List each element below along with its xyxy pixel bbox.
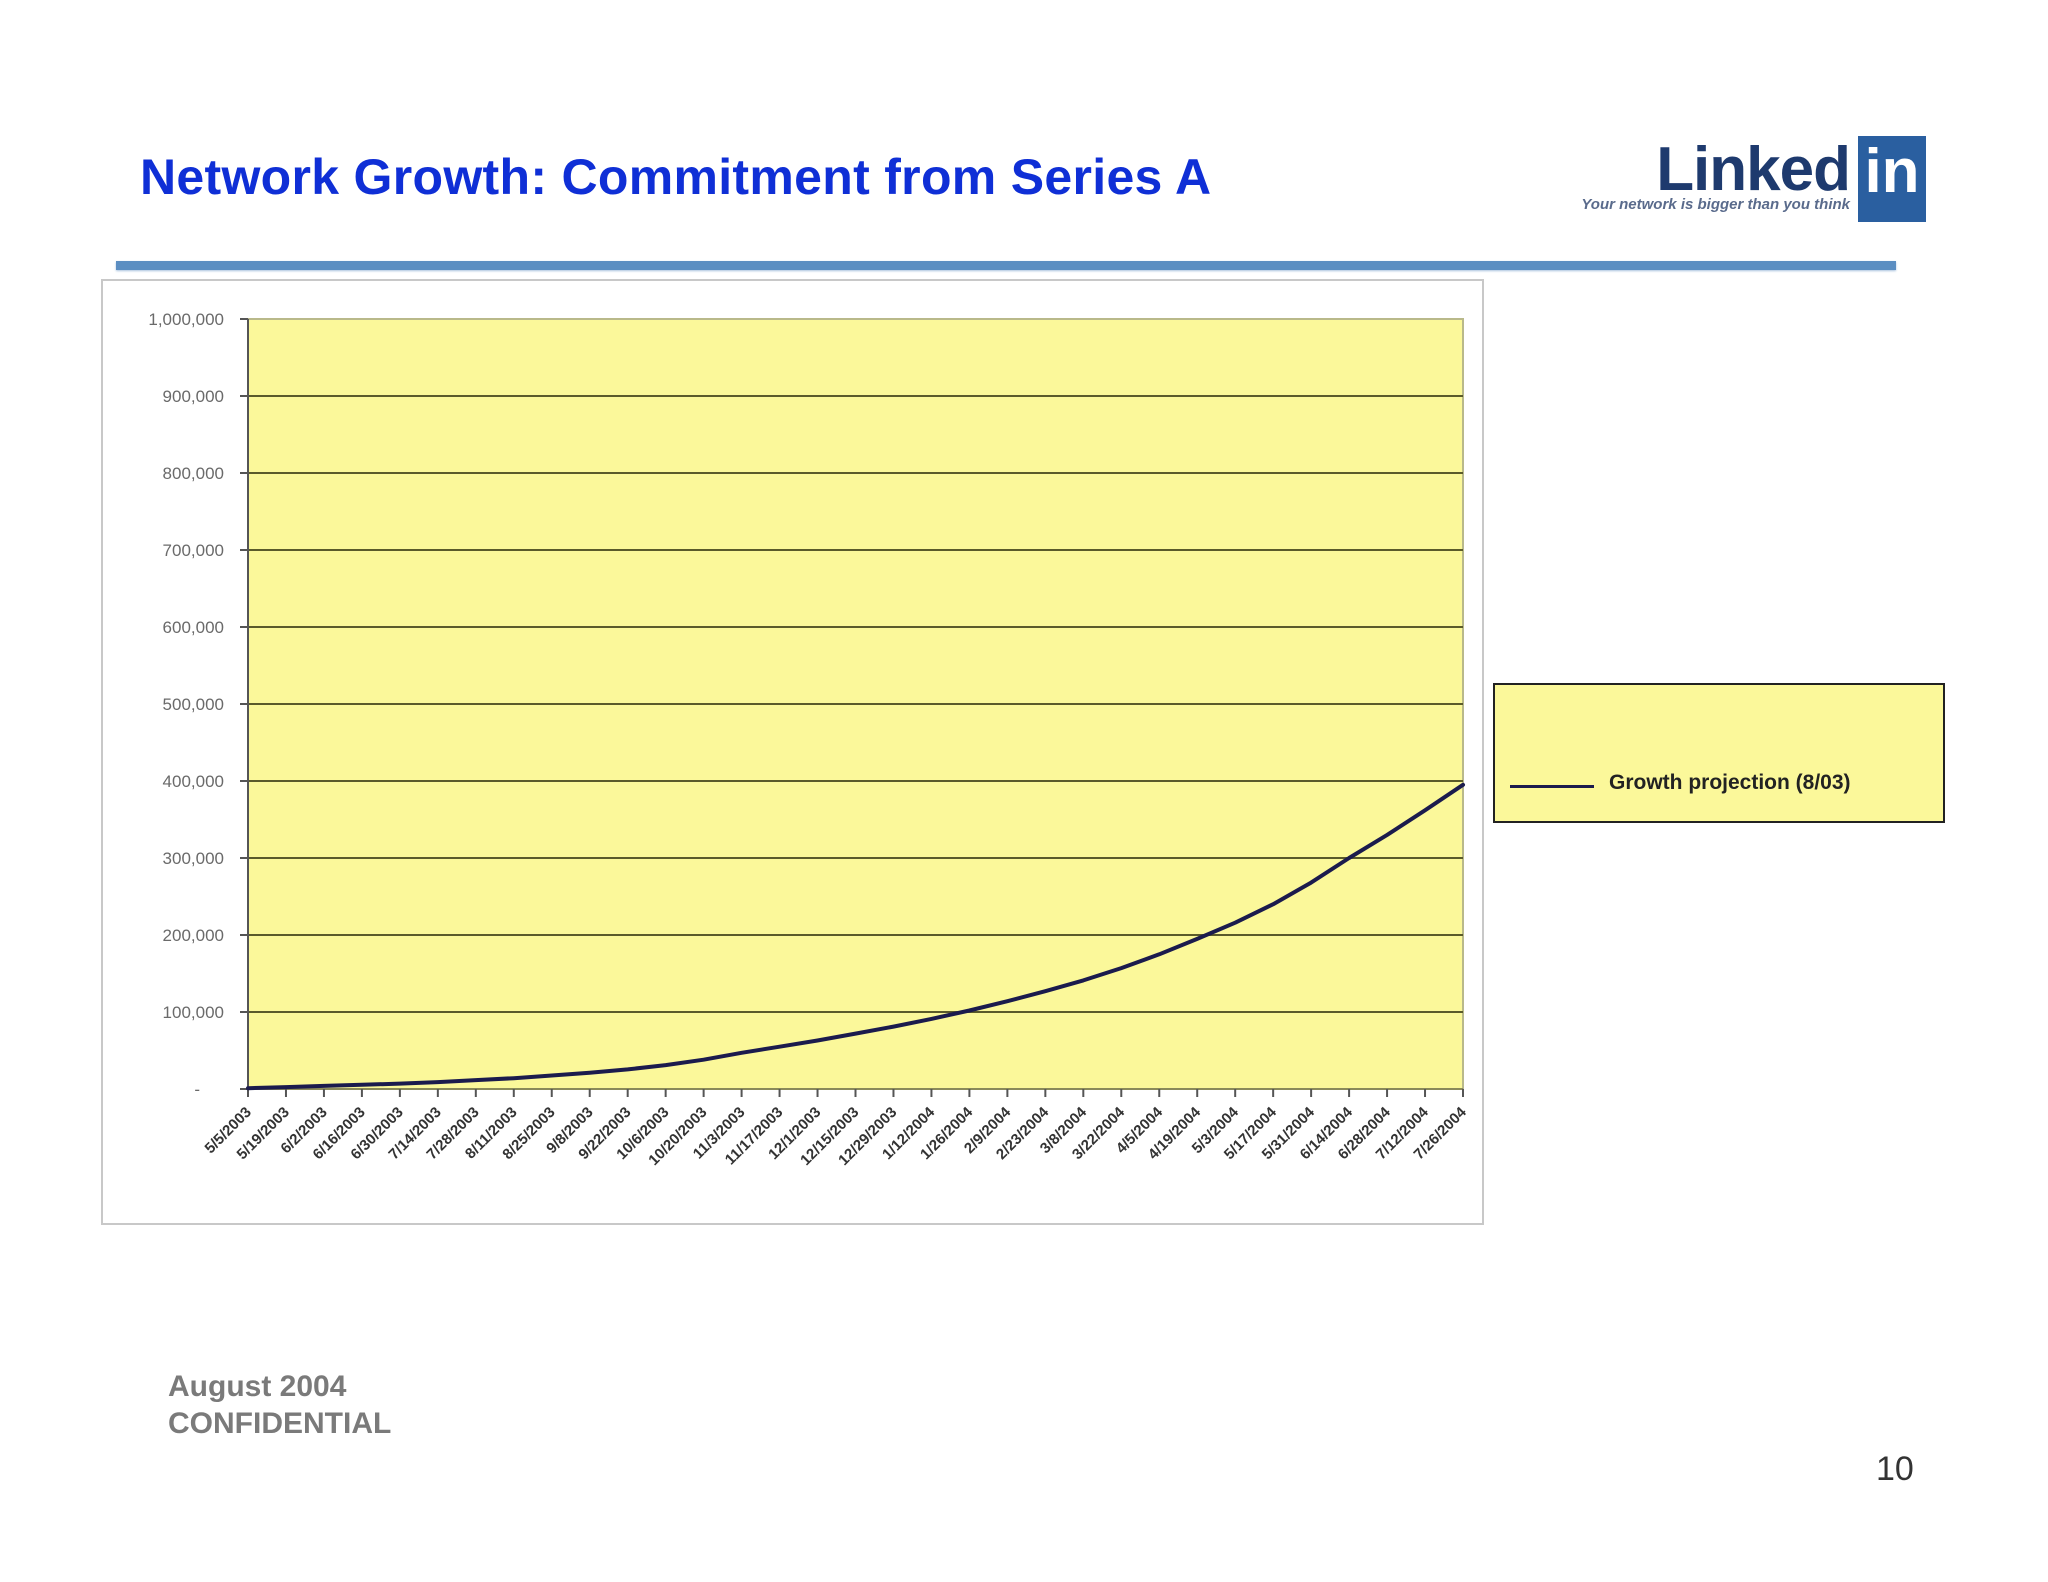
page-number: 10 — [1876, 1450, 1914, 1488]
y-tick-label: 800,000 — [163, 464, 224, 483]
footer-date: August 2004 — [168, 1370, 347, 1403]
legend-line-sample — [1510, 785, 1594, 788]
y-tick-label: 200,000 — [163, 926, 224, 945]
y-tick-label: 300,000 — [163, 849, 224, 868]
chart-legend: Growth projection (8/03) — [1493, 683, 1945, 823]
y-tick-label: 100,000 — [163, 1003, 224, 1022]
logo-in-box: in — [1858, 136, 1926, 222]
logo-wordmark: Linked — [1656, 135, 1851, 204]
title-divider — [116, 261, 1896, 270]
legend-label: Growth projection (8/03) — [1609, 771, 1851, 794]
y-tick-label: 700,000 — [163, 541, 224, 560]
y-tick-label: 900,000 — [163, 387, 224, 406]
y-tick-label: 1,000,000 — [148, 310, 224, 329]
y-tick-label: - — [194, 1080, 200, 1099]
series-line-growth-projection — [246, 782, 1465, 1091]
y-tick-label: 400,000 — [163, 772, 224, 791]
footer-confidential: CONFIDENTIAL — [168, 1407, 392, 1440]
slide-footer: August 2004 CONFIDENTIAL — [168, 1368, 391, 1442]
linkedin-logo: Linked in Your network is bigger than yo… — [1538, 134, 1926, 224]
logo-tagline: Your network is bigger than you think — [1581, 196, 1850, 213]
y-tick-label: 600,000 — [163, 618, 224, 637]
slide-title: Network Growth: Commitment from Series A — [140, 149, 1212, 205]
y-tick-label: 500,000 — [163, 695, 224, 714]
